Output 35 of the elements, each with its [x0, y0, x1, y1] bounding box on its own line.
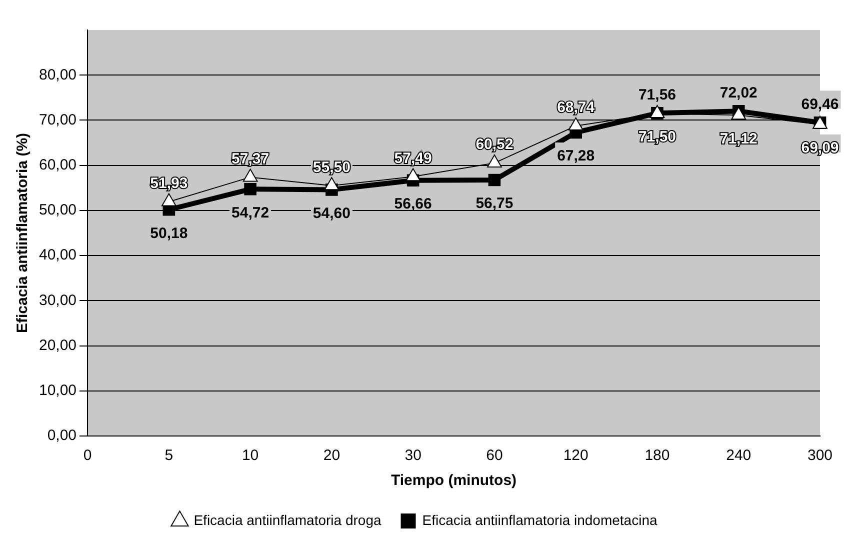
- y-tick-label: 0,00: [47, 427, 77, 444]
- y-tick-label: 80,00: [38, 66, 77, 84]
- y-axis-title: Eficacia antiinflamatoria (%): [14, 132, 32, 334]
- y-tick-label: 20,00: [38, 336, 77, 354]
- x-tick-label: 0: [83, 447, 92, 464]
- data-label: 56,75: [476, 195, 514, 212]
- y-tick-label: 60,00: [38, 156, 77, 174]
- legend-label: Eficacia antiinflamatoria droga: [194, 512, 382, 528]
- data-label: 51,93: [150, 174, 188, 192]
- data-label: 56,66: [394, 196, 432, 213]
- y-tick-label: 50,00: [38, 202, 77, 219]
- x-tick-label: 240: [726, 447, 752, 464]
- data-label: 69,09: [801, 139, 839, 156]
- data-label: 50,18: [150, 224, 188, 242]
- data-label: 72,02: [720, 84, 758, 102]
- legend-label: Eficacia antiinflamatoria indometacina: [422, 512, 658, 528]
- x-tick-label: 10: [242, 447, 259, 464]
- y-tick-label: 40,00: [38, 246, 77, 264]
- x-tick-label: 5: [164, 447, 174, 464]
- data-label: 54,72: [232, 204, 270, 222]
- y-tick-label: 10,00: [38, 382, 77, 400]
- y-tick-label: 30,00: [38, 292, 77, 309]
- data-label: 71,56: [638, 86, 676, 104]
- x-tick-label: 300: [807, 447, 833, 464]
- x-axis-title: Tiempo (minutos): [390, 472, 517, 490]
- data-label: 54,60: [312, 204, 350, 222]
- data-label: 67,28: [557, 148, 595, 165]
- x-tick-label: 20: [323, 447, 340, 464]
- x-tick-label: 60: [486, 447, 503, 464]
- x-tick-label: 180: [644, 447, 670, 464]
- y-tick-label: 70,00: [38, 111, 77, 128]
- x-tick-label: 120: [563, 447, 588, 464]
- data-label: 60,52: [476, 136, 514, 154]
- data-label: 69,46: [801, 96, 839, 113]
- x-tick-label: 30: [404, 447, 422, 464]
